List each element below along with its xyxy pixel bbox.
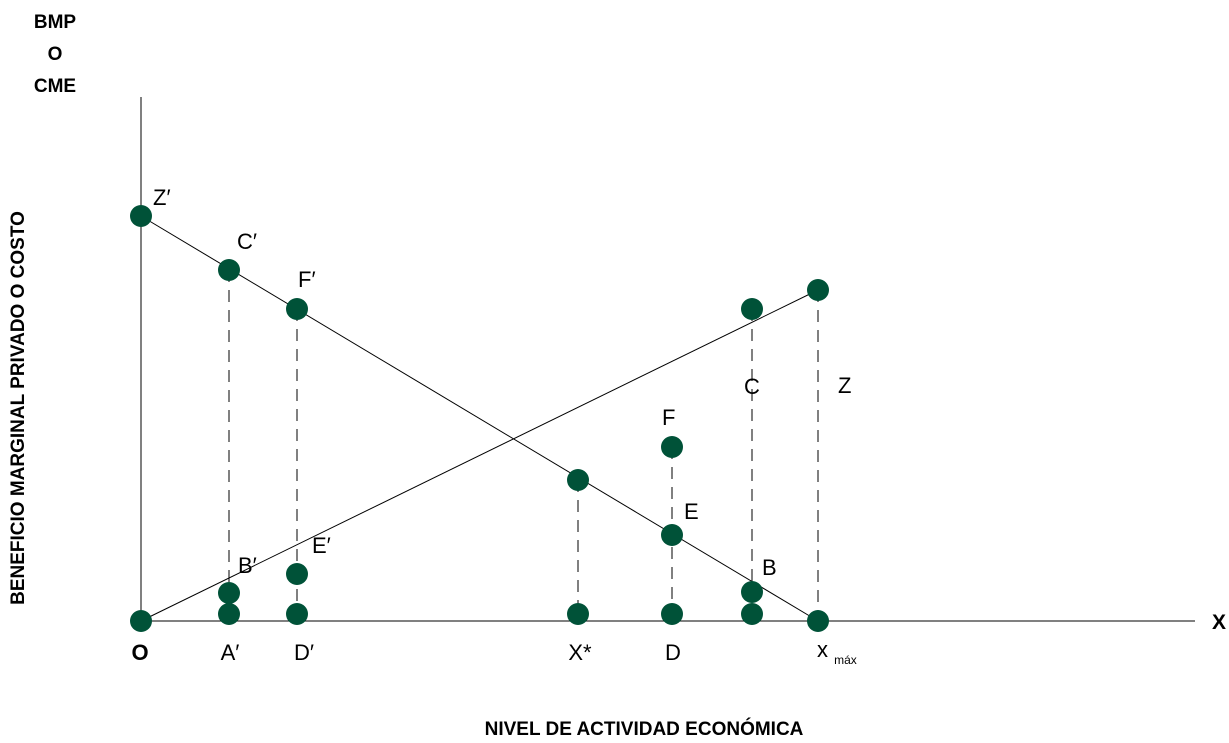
private-marginal-benefit-line — [140, 215, 819, 622]
point-z — [807, 279, 829, 301]
label-b: B — [762, 555, 777, 580]
point-z-prime — [130, 205, 152, 227]
label-f-prime: F′ — [298, 267, 316, 292]
point-a-prime — [218, 603, 240, 625]
tick-label-x-max-subscript: máx — [834, 653, 857, 667]
tick-label-d-prime: D′ — [294, 640, 314, 665]
point-e-prime — [286, 563, 308, 585]
label-c: C — [744, 374, 760, 399]
marginal-cost-line — [140, 289, 819, 622]
point-origin — [130, 610, 152, 632]
y-axis-title-line-1: BMP — [34, 12, 77, 33]
y-axis-title-line-3: CME — [34, 76, 76, 97]
tick-label-x-max: x máx — [817, 637, 857, 667]
label-e-prime: E′ — [312, 533, 331, 558]
point-e — [661, 524, 683, 546]
point-d — [661, 603, 683, 625]
tick-label-x-star: X* — [568, 640, 592, 665]
point-x-star-intersection — [567, 469, 589, 491]
point-c — [741, 298, 763, 320]
point-x-max — [807, 610, 829, 632]
point-c-prime — [218, 259, 240, 281]
point-b-prime — [218, 582, 240, 604]
label-z-prime: Z′ — [153, 185, 171, 210]
label-e: E — [684, 499, 699, 524]
tick-label-x-max-main: x — [817, 637, 828, 662]
point-f — [661, 436, 683, 458]
label-b-prime: B′ — [238, 553, 257, 578]
label-z: Z — [838, 373, 851, 398]
point-x-star — [567, 603, 589, 625]
point-d-prime — [286, 603, 308, 625]
point-c-base — [741, 603, 763, 625]
x-axis-title: NIVEL DE ACTIVIDAD ECONÓMICA — [485, 718, 804, 740]
tick-label-d: D — [665, 640, 681, 665]
label-c-prime: C′ — [237, 229, 257, 254]
points-group — [130, 205, 829, 632]
origin-label: O — [131, 640, 148, 665]
x-axis-end-label: X — [1212, 611, 1226, 634]
tick-label-a-prime: A′ — [221, 640, 240, 665]
y-axis-side-label: BENEFICIO MARGINAL PRIVADO O COSTO — [8, 211, 29, 605]
point-b — [741, 581, 763, 603]
point-f-prime — [286, 298, 308, 320]
label-f: F — [662, 405, 675, 430]
y-axis-title-line-2: O — [48, 44, 63, 65]
